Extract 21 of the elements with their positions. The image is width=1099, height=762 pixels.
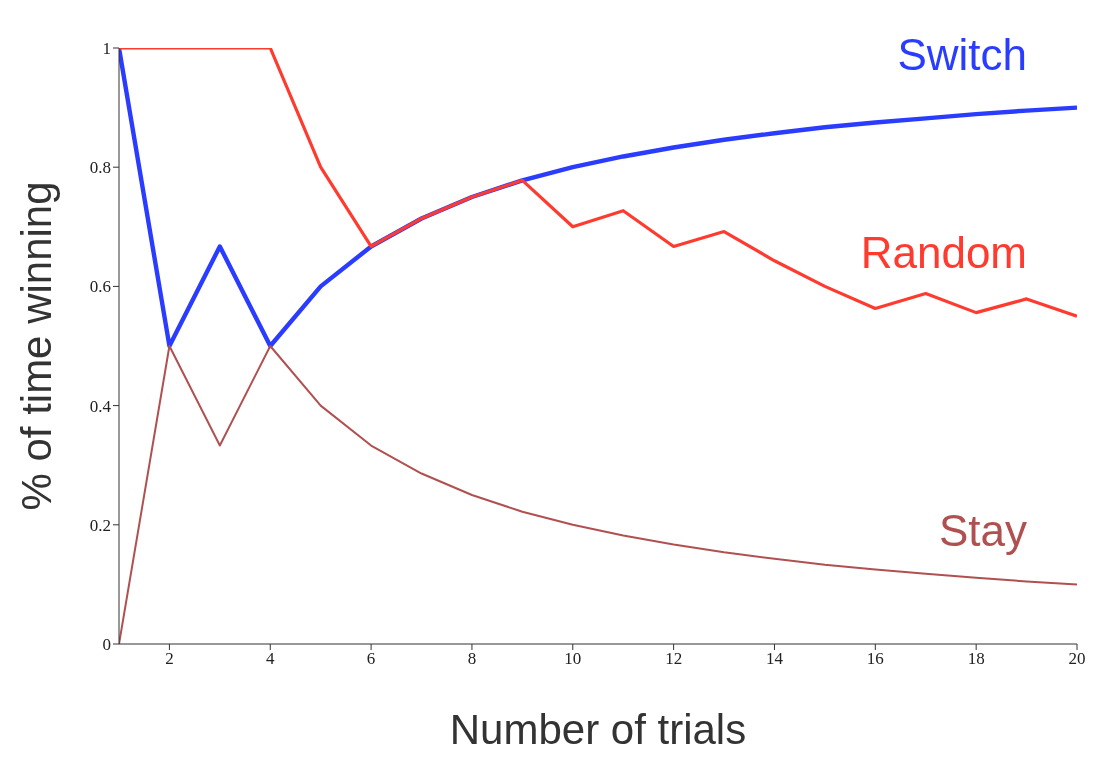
y-tick-label: 1: [102, 39, 111, 59]
series-label: Switch: [897, 29, 1027, 79]
x-tick-label: 20: [1068, 649, 1086, 669]
x-tick-label: 4: [266, 649, 276, 669]
y-tick-label: 0.4: [89, 396, 112, 416]
x-tick-label: 12: [665, 649, 683, 669]
x-tick-label: 10: [564, 649, 582, 669]
x-tick-label: 8: [467, 649, 477, 669]
series-label: Stay: [938, 506, 1027, 556]
x-tick-label: 14: [765, 649, 784, 669]
x-tick-label: 6: [366, 649, 376, 669]
series-label: Random: [860, 228, 1027, 278]
y-tick-label: 0.2: [89, 515, 111, 535]
x-tick-label: 16: [866, 649, 884, 669]
y-tick-label: 0.6: [89, 277, 111, 297]
x-axis-title: Number of trials: [449, 706, 747, 753]
y-tick-label: 0: [102, 635, 111, 655]
y-axis-title: % of time winning: [12, 181, 60, 511]
y-tick-label: 0.8: [89, 158, 111, 178]
x-tick-label: 2: [165, 649, 174, 669]
x-tick-label: 18: [967, 649, 985, 669]
